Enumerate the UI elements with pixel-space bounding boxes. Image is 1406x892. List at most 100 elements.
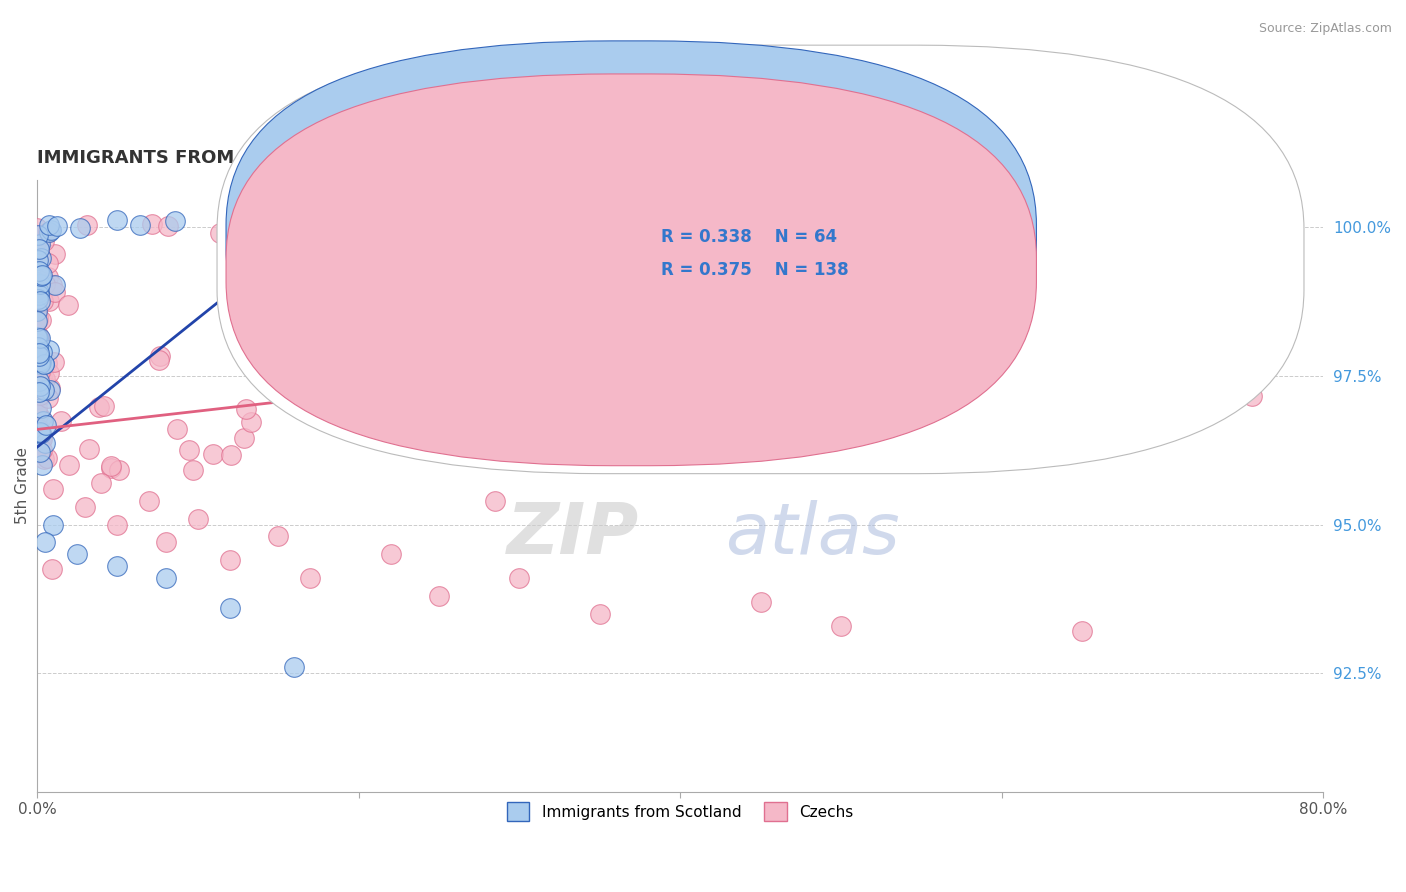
Point bbox=[31, 458, 53, 472]
Point bbox=[76, 218, 98, 232]
Point bbox=[179, 442, 201, 457]
Point bbox=[157, 219, 180, 233]
Point bbox=[27, 391, 49, 405]
Point bbox=[34, 435, 56, 450]
Point bbox=[30, 355, 52, 369]
Point bbox=[412, 217, 434, 231]
Point bbox=[44, 247, 66, 261]
Point bbox=[46, 219, 69, 234]
Point bbox=[27, 253, 49, 268]
Point bbox=[219, 448, 242, 462]
Point bbox=[749, 595, 772, 609]
Text: Source: ZipAtlas.com: Source: ZipAtlas.com bbox=[1258, 22, 1392, 36]
Point bbox=[42, 354, 65, 368]
Point bbox=[538, 395, 561, 409]
Point bbox=[824, 223, 846, 237]
Point bbox=[32, 357, 55, 371]
Point bbox=[28, 293, 51, 308]
Point bbox=[31, 428, 53, 442]
Point bbox=[779, 341, 801, 355]
Point bbox=[28, 277, 51, 292]
Point bbox=[1149, 230, 1171, 244]
Point bbox=[619, 401, 641, 416]
Point bbox=[31, 432, 53, 446]
Point bbox=[980, 221, 1002, 235]
Point bbox=[496, 398, 519, 412]
Text: R = 0.338    N = 64: R = 0.338 N = 64 bbox=[661, 227, 837, 246]
Point bbox=[155, 535, 177, 549]
Point bbox=[27, 340, 49, 354]
Point bbox=[427, 589, 450, 603]
Point bbox=[27, 303, 49, 318]
Point bbox=[606, 220, 628, 235]
Point bbox=[27, 368, 49, 382]
Point bbox=[27, 330, 49, 344]
Point bbox=[329, 231, 352, 245]
Point bbox=[27, 288, 49, 302]
Point bbox=[1194, 252, 1216, 266]
Point bbox=[1147, 318, 1170, 332]
Point bbox=[166, 422, 188, 436]
Point bbox=[28, 445, 51, 459]
Point bbox=[256, 232, 278, 246]
Point bbox=[30, 379, 52, 393]
Point bbox=[257, 213, 280, 227]
Point bbox=[27, 419, 49, 434]
Point bbox=[37, 356, 59, 370]
Point bbox=[945, 439, 967, 453]
Point bbox=[1011, 222, 1033, 236]
Point bbox=[219, 553, 242, 567]
Point bbox=[93, 399, 115, 413]
Point bbox=[35, 417, 58, 432]
Point bbox=[75, 500, 97, 514]
Point bbox=[37, 225, 59, 239]
Point bbox=[35, 450, 58, 465]
Point bbox=[668, 346, 690, 360]
Point bbox=[1279, 261, 1302, 276]
Point bbox=[49, 414, 72, 428]
Point bbox=[1126, 257, 1149, 271]
Text: IMMIGRANTS FROM SCOTLAND VS CZECH 5TH GRADE CORRELATION CHART: IMMIGRANTS FROM SCOTLAND VS CZECH 5TH GR… bbox=[37, 149, 799, 167]
Point bbox=[27, 327, 49, 342]
Point bbox=[444, 327, 467, 342]
Point bbox=[28, 237, 51, 252]
Point bbox=[30, 313, 52, 327]
Point bbox=[90, 475, 112, 490]
Point bbox=[87, 401, 110, 415]
Point bbox=[31, 370, 53, 384]
Point bbox=[884, 222, 907, 236]
Point bbox=[44, 285, 66, 299]
Point bbox=[239, 415, 262, 429]
Point bbox=[149, 349, 172, 363]
Point bbox=[233, 222, 256, 236]
Point bbox=[1154, 299, 1177, 313]
Point bbox=[1265, 222, 1288, 236]
Point bbox=[405, 410, 427, 425]
Point bbox=[30, 269, 52, 284]
Point bbox=[39, 381, 62, 395]
Point bbox=[1142, 285, 1164, 299]
Point bbox=[32, 452, 55, 467]
Point bbox=[32, 358, 55, 372]
Point bbox=[589, 607, 612, 621]
FancyBboxPatch shape bbox=[217, 45, 1303, 474]
Point bbox=[734, 314, 756, 328]
Point bbox=[37, 270, 59, 285]
Point bbox=[1240, 388, 1263, 402]
Point bbox=[41, 223, 63, 237]
Point bbox=[30, 252, 52, 266]
Point bbox=[105, 517, 128, 532]
Point bbox=[27, 310, 49, 324]
Point bbox=[32, 414, 55, 428]
Point bbox=[27, 300, 49, 314]
Point bbox=[42, 482, 65, 496]
Point bbox=[163, 214, 186, 228]
Point bbox=[38, 366, 60, 380]
Point bbox=[28, 422, 51, 436]
Point bbox=[42, 517, 65, 532]
Point bbox=[27, 236, 49, 251]
Point bbox=[583, 227, 606, 241]
FancyBboxPatch shape bbox=[226, 74, 1036, 466]
Point bbox=[30, 426, 52, 441]
Point bbox=[37, 256, 59, 270]
